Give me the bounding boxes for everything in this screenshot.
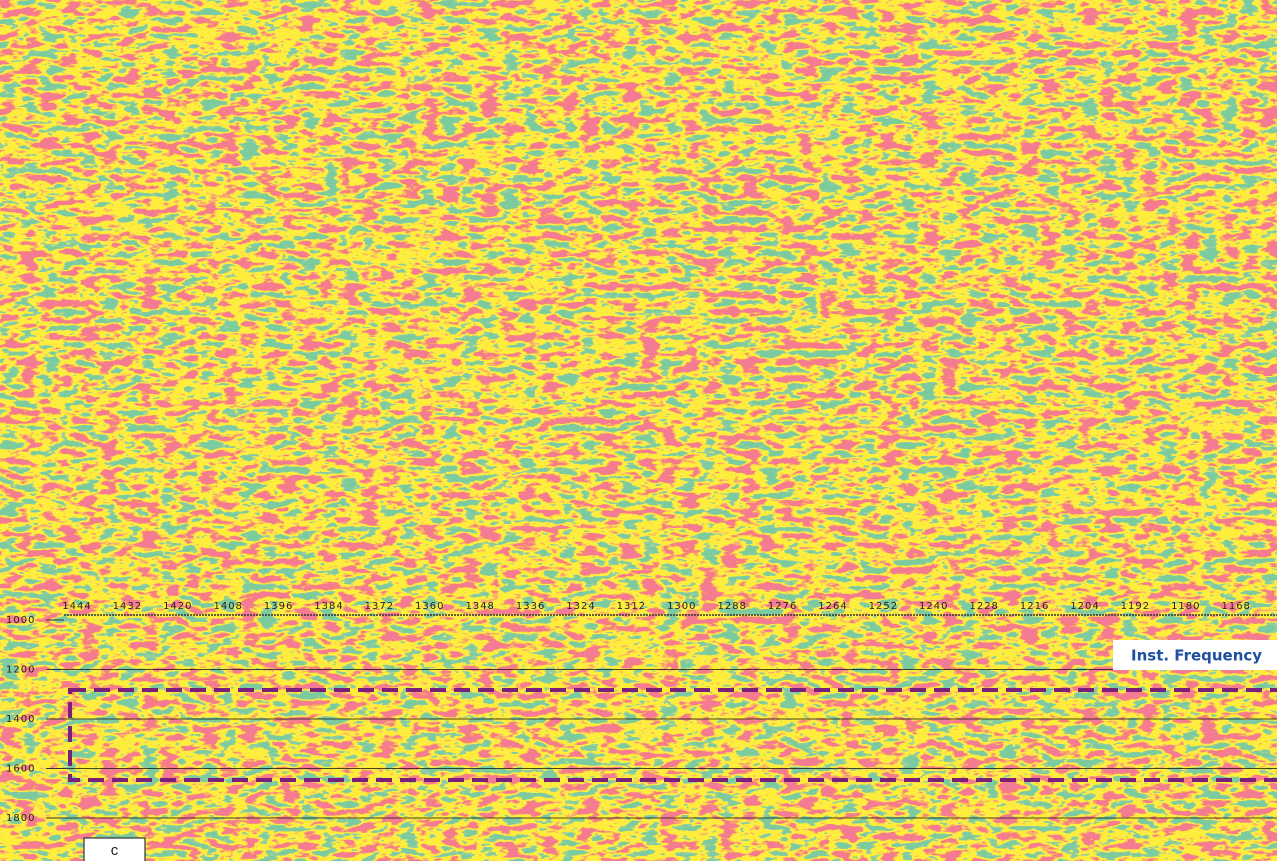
trace-label: 1300: [667, 23, 696, 34]
trace-label: 1216: [1020, 23, 1049, 34]
trace-label: 1420: [163, 601, 192, 612]
trace-label: 1444: [62, 322, 91, 333]
trace-label: 1288: [717, 601, 746, 612]
trace-label: 1384: [314, 23, 343, 34]
trace-label: 1276: [768, 23, 797, 34]
trace-label: 1408: [213, 322, 242, 333]
panel-label: c: [111, 842, 119, 859]
trace-label: 1432: [113, 322, 142, 333]
trace-label: 1240: [919, 601, 948, 612]
trace-label: 1312: [617, 322, 646, 333]
trace-label: 1264: [818, 601, 847, 612]
panel: 1444 1432 1420 1408 1396 1384 1372 1360 1348 1336…: [6, 601, 1277, 861]
time-label: 1200: [6, 385, 35, 396]
seismic-section: [62, 335, 1277, 596]
trace-label: 1312: [617, 601, 646, 612]
trace-label: 1192: [1121, 322, 1150, 333]
trace-label: 1192: [1121, 601, 1150, 612]
trace-label: 1396: [264, 601, 293, 612]
trace-label: 1300: [667, 601, 696, 612]
panel: 1444 1432 1420 1408 1396 1384 1372 1360 1348 1336…: [6, 322, 1277, 596]
trace-label: 1324: [566, 601, 595, 612]
trace-label: 1312: [617, 23, 646, 34]
figure: 1444 1432 1420 1408 1396 1384 1372 1360 1348 1336…: [0, 0, 1277, 861]
trace-label: 1168: [1221, 322, 1250, 333]
trace-label: 1252: [869, 601, 898, 612]
trace-label: 1360: [415, 322, 444, 333]
time-label: 1800: [6, 813, 35, 824]
trace-label: 1180: [1171, 23, 1200, 34]
trace-label: 1324: [566, 322, 595, 333]
trace-label: 1372: [365, 23, 394, 34]
trace-label: 1432: [113, 601, 142, 612]
trace-label: 1204: [1070, 322, 1099, 333]
trace-label: 1420: [163, 23, 192, 34]
time-label: 1000: [6, 38, 35, 49]
trace-label: 1252: [869, 322, 898, 333]
trace-label: 1192: [1121, 23, 1150, 34]
trace-label: 1372: [365, 601, 394, 612]
trace-label: 1168: [1221, 601, 1250, 612]
trace-label: 1204: [1070, 23, 1099, 34]
trace-label: 1336: [516, 23, 545, 34]
trace-label: 1216: [1020, 322, 1049, 333]
time-label: 1400: [6, 434, 35, 445]
time-label: 1200: [6, 92, 35, 103]
trace-label: 1408: [213, 601, 242, 612]
trace-label: 1240: [919, 23, 948, 34]
time-label: 1800: [6, 533, 35, 544]
trace-label: 1180: [1171, 601, 1200, 612]
trace-label: 1264: [818, 23, 847, 34]
trace-label: 1228: [969, 322, 998, 333]
time-label: 1600: [6, 764, 35, 775]
trace-label: 1324: [566, 23, 595, 34]
trace-label: 1420: [163, 322, 192, 333]
trace-label: 1348: [465, 601, 494, 612]
trace-label: 1288: [717, 322, 746, 333]
trace-label: 1264: [818, 322, 847, 333]
trace-label: 1204: [1070, 601, 1099, 612]
trace-label: 1168: [1221, 23, 1250, 34]
trace-label: 1408: [213, 23, 242, 34]
trace-label: 1276: [768, 601, 797, 612]
trace-label: 1444: [62, 601, 91, 612]
trace-label: 1384: [314, 601, 343, 612]
annotation: Inst. Frequency: [1131, 647, 1262, 665]
trace-label: 1228: [969, 23, 998, 34]
trace-label: 1360: [415, 23, 444, 34]
trace-label: 1180: [1171, 322, 1200, 333]
time-label: 1200: [6, 665, 35, 676]
trace-label: 1300: [667, 322, 696, 333]
trace-label: 1240: [919, 322, 948, 333]
trace-label: 1444: [62, 23, 91, 34]
time-label: 1800: [6, 254, 35, 265]
seismic-section: [64, 615, 1277, 861]
time-label: 1400: [6, 714, 35, 725]
seismic-section: [58, 35, 1277, 305]
panel-label: b: [97, 570, 105, 587]
time-label: 1600: [6, 200, 35, 211]
panel-label: a: [99, 278, 108, 295]
trace-label: 1216: [1020, 601, 1049, 612]
time-label: 1400: [6, 146, 35, 157]
trace-label: 1432: [113, 23, 142, 34]
trace-label: 1276: [768, 322, 797, 333]
trace-label: 1228: [969, 601, 998, 612]
time-label: 1600: [6, 484, 35, 495]
trace-label: 1360: [415, 601, 444, 612]
trace-label: 1348: [465, 23, 494, 34]
trace-label: 1384: [314, 322, 343, 333]
trace-label: 1396: [264, 322, 293, 333]
trace-label: 1288: [717, 23, 746, 34]
panel: 1444 1432 1420 1408 1396 1384 1372 1360 1348 1336…: [6, 23, 1277, 305]
trace-label: 1336: [516, 601, 545, 612]
time-label: 1000: [6, 335, 35, 346]
trace-label: 1252: [869, 23, 898, 34]
trace-label: 1396: [264, 23, 293, 34]
trace-label: 1372: [365, 322, 394, 333]
trace-label: 1348: [465, 322, 494, 333]
time-label: 1000: [6, 615, 35, 626]
annotation: Refl. Strength: [1141, 362, 1260, 380]
trace-label: 1336: [516, 322, 545, 333]
